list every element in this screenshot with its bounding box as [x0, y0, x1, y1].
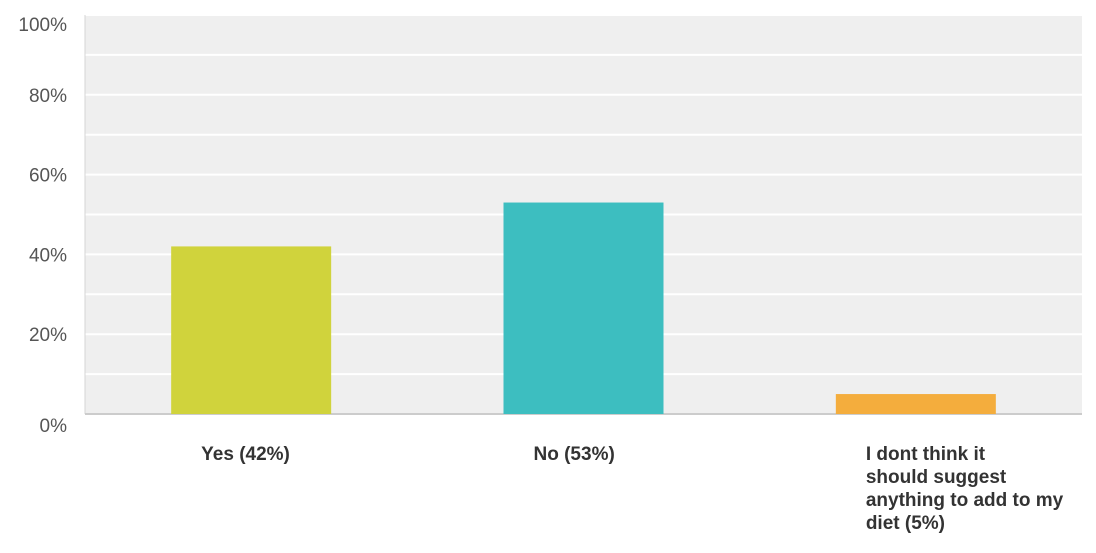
y-tick-label: 20%	[29, 325, 67, 346]
y-tick-label: 0%	[40, 416, 68, 437]
y-tick-label: 40%	[29, 245, 67, 266]
category-label: I dont think it should suggest anything to…	[866, 444, 1064, 534]
y-tick-label: 60%	[29, 166, 67, 187]
bar-3	[835, 394, 996, 414]
bar-1	[171, 246, 332, 414]
y-tick-label: 100%	[18, 15, 67, 36]
y-tick-label: 80%	[29, 86, 67, 107]
category-label: Yes (42%)	[201, 444, 290, 465]
category-label: No (53%)	[534, 444, 615, 465]
bar-2	[503, 202, 664, 414]
